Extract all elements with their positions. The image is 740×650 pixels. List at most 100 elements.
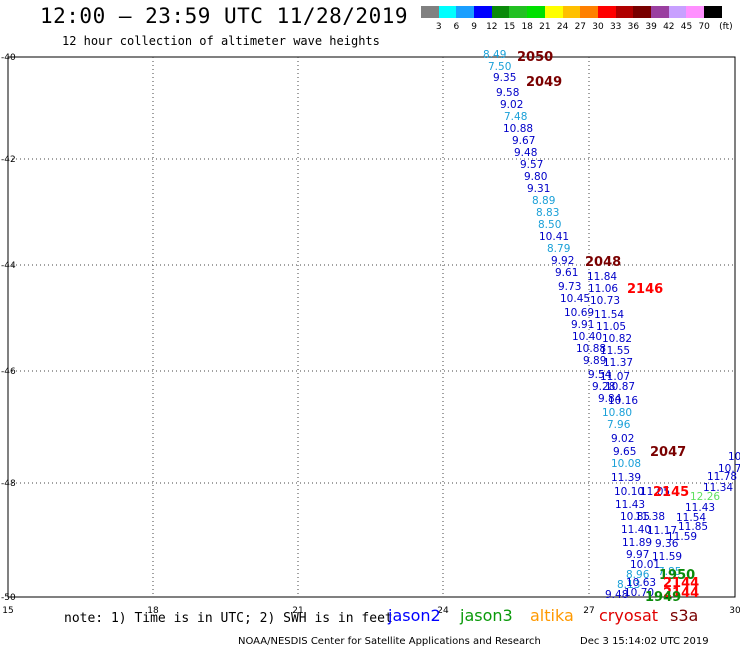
wave-height-label: 11.43 [685, 502, 715, 514]
pass-number-label: 2047 [650, 445, 686, 460]
wave-height-label: 9.02 [611, 433, 634, 445]
wave-height-label: 11.55 [600, 345, 630, 357]
legend-cryosat: cryosat [599, 606, 659, 625]
map-grid [7, 56, 736, 598]
color-scale-label: 18 [521, 22, 533, 32]
color-swatch [633, 6, 651, 18]
color-scale-label: 27 [574, 22, 587, 32]
wave-height-label: 11.05 [596, 321, 626, 333]
wave-height-label: 9.61 [555, 267, 578, 279]
wave-height-label: 9.67 [512, 135, 535, 147]
wave-height-label: 11.40 [621, 524, 651, 536]
color-scale-label: 3 [435, 22, 442, 32]
wave-height-label: 11.06 [588, 283, 618, 295]
wave-height-label: 10.85 [620, 511, 650, 523]
wave-height-label: 11.05 [640, 486, 670, 498]
wave-height-label: 10.80 [602, 407, 632, 419]
color-swatch [491, 6, 510, 18]
wave-height-label: 11.43 [615, 499, 645, 511]
wave-height-label: 11.37 [603, 357, 633, 369]
wave-height-label: 8.89 [532, 195, 555, 207]
lat-label: -42 [1, 155, 16, 165]
lat-label: -44 [1, 261, 16, 271]
wave-height-label: 11.78 [707, 471, 737, 483]
wave-height-label: 7.96 [607, 419, 631, 431]
pass-number-label: 1950 [659, 568, 695, 583]
wave-height-label: 11.07 [600, 371, 630, 383]
color-scale-label: 12 [486, 22, 498, 32]
pass-number-label: 2144 [663, 576, 699, 591]
color-scale-label: 36 [627, 22, 640, 32]
wave-height-label: 9.73 [558, 281, 581, 293]
wave-height-label: 10.69 [564, 307, 594, 319]
wave-height-label: 9.97 [626, 549, 649, 561]
pass-number-label: 2049 [526, 75, 562, 90]
wave-height-label: 10.16 [608, 395, 638, 407]
lat-label: -46 [1, 367, 16, 377]
legend-s3a: s3a [670, 606, 699, 625]
wave-height-label: 9.31 [527, 183, 550, 195]
legend-altika: altika [530, 606, 574, 625]
lat-label: -50 [1, 593, 16, 603]
lat-label: -40 [1, 53, 16, 63]
color-swatch [615, 6, 634, 18]
lon-label: 30 [729, 606, 740, 616]
wave-height-label: 12.26 [690, 491, 720, 503]
color-scale-label: (ft) [719, 22, 733, 32]
pass-number-label: 2050 [517, 50, 553, 65]
wave-height-label: 10.63 [626, 577, 656, 589]
wave-height-label: 11.89 [622, 537, 652, 549]
wave-height-label: 10.88 [576, 343, 606, 355]
color-swatch [474, 6, 492, 18]
pass-number-label: 2048 [585, 255, 621, 270]
wave-height-label: 10.41 [539, 231, 569, 243]
color-swatch [544, 6, 563, 18]
wave-height-label: 9.02 [500, 99, 523, 111]
note-text: note: 1) Time is in UTC; 2) SWH is in fe… [64, 611, 393, 626]
footer-timestamp: Dec 3 15:14:02 UTC 2019 [580, 636, 709, 647]
wave-height-label: 10 [728, 451, 740, 463]
wave-height-label: 10.70 [624, 587, 654, 599]
color-swatch [562, 6, 581, 18]
wave-height-label: 8.49 [483, 49, 506, 61]
footer-credit: NOAA/NESDIS Center for Satellite Applica… [238, 636, 541, 647]
wave-height-label: 8.79 [547, 243, 570, 255]
color-swatch [704, 6, 722, 18]
wave-height-label: 9.57 [520, 159, 543, 171]
wave-height-label: 9.65 [613, 446, 636, 458]
wave-height-label: 8.83 [536, 207, 559, 219]
legend-jason3: jason3 [460, 606, 513, 625]
wave-height-label: 9.48 [514, 147, 537, 159]
pass-number-label: 2144 [663, 586, 699, 601]
wave-height-label: 9.36 [655, 538, 679, 550]
color-scale-label: 30 [592, 22, 604, 32]
color-scale-label: 45 [680, 22, 693, 32]
wave-height-label: 11.59 [652, 551, 682, 563]
lon-label: 18 [147, 606, 159, 616]
color-scale-label: 42 [663, 22, 675, 32]
wave-height-label: 7.85 [658, 566, 681, 578]
lon-label: 27 [583, 606, 594, 616]
wave-height-label: 8.13 [617, 579, 640, 591]
pass-number-label: 1949 [645, 590, 681, 605]
wave-height-label: 10.73 [590, 295, 620, 307]
map-frame [7, 56, 736, 598]
wave-height-label: 11.38 [635, 511, 665, 523]
wave-height-label: 9.28 [592, 381, 615, 393]
wave-height-label: 10.45 [560, 293, 590, 305]
lon-label: 24 [437, 606, 449, 616]
footer: NOAA/NESDIS Center for Satellite Applica… [238, 636, 709, 647]
color-scale-label: 39 [645, 22, 657, 32]
page-subtitle: 12 hour collection of altimeter wave hei… [62, 34, 380, 48]
color-swatch [456, 6, 475, 18]
wave-height-label: 11.17 [647, 525, 677, 537]
lon-label: 15 [2, 606, 13, 616]
legend-jason2: jason2 [388, 606, 441, 625]
color-scale-label: 70 [698, 22, 710, 32]
pass-number-label: 2145 [653, 485, 689, 500]
color-swatch [527, 6, 545, 18]
color-swatch [597, 6, 616, 18]
wave-height-label: 11.59 [667, 531, 697, 543]
color-swatch [438, 6, 457, 18]
